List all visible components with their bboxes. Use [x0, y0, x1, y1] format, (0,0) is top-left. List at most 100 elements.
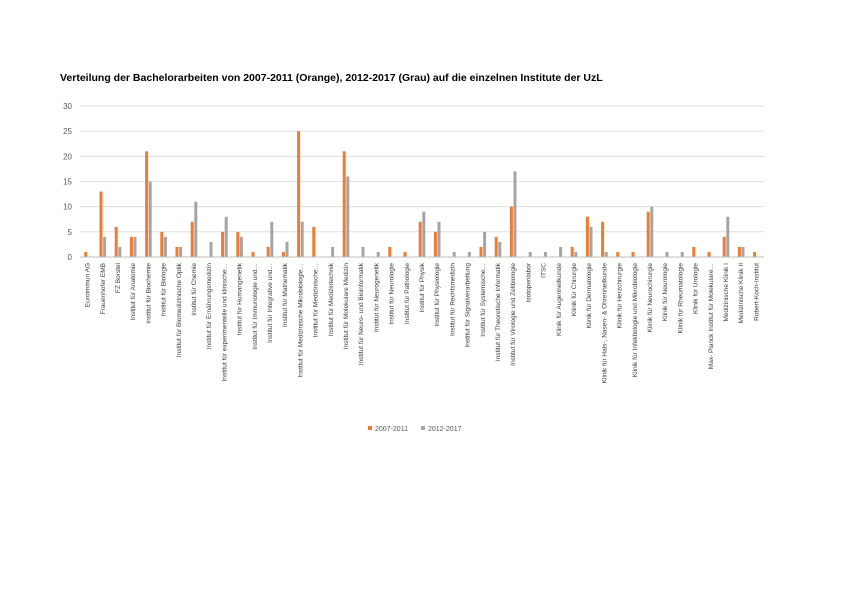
x-tick-label: Isotopenlabor: [525, 262, 532, 302]
x-tick-label: Institut für Medizinische Mikrobiologie…: [297, 263, 304, 378]
legend-swatch: [368, 426, 372, 430]
bars: [84, 131, 757, 257]
bar-2012-2017: [680, 251, 684, 257]
x-tick-label: Institut für Rechtsmedizin: [449, 263, 456, 336]
bar-2012-2017: [422, 211, 426, 257]
x-tick-label: Institut für Physik: [419, 262, 426, 312]
bar-2012-2017: [103, 236, 107, 257]
x-tick-label: Institut für Signalverarbeitung: [465, 263, 472, 348]
bar-2007-2011: [570, 246, 574, 257]
x-tick-label: Institut für Theoretische Informatik: [495, 262, 502, 361]
x-tick-label: Institut für Biochemie: [145, 263, 152, 324]
bar-2007-2011: [129, 236, 133, 257]
bar-2007-2011: [388, 246, 392, 257]
x-tick-label: Institut für Virologie und Zellbiologie: [510, 263, 517, 366]
x-tick-label: Institut für Pathologie: [404, 263, 411, 324]
bar-2007-2011: [160, 231, 164, 257]
bar-2012-2017: [376, 251, 380, 257]
x-tick-label: Klinik für Augenheilkunde: [556, 263, 563, 336]
bar-2007-2011: [737, 246, 741, 257]
bar-2012-2017: [452, 251, 456, 257]
x-tick-label: Institut für Medizintechnik: [328, 262, 335, 336]
bar-2012-2017: [179, 246, 183, 257]
bar-2012-2017: [224, 216, 228, 257]
x-tick-label: Institut für Integrative und…: [267, 263, 274, 343]
bar-2012-2017: [741, 246, 745, 257]
bar-2012-2017: [543, 251, 547, 257]
bar-2012-2017: [133, 236, 137, 257]
bar-2012-2017: [437, 221, 441, 257]
bar-2012-2017: [148, 181, 152, 257]
bar-2012-2017: [726, 216, 730, 257]
x-tick-label: Institut für Biomedizinische Optik: [176, 262, 183, 357]
bar-2012-2017: [574, 251, 578, 257]
bar-2012-2017: [239, 236, 243, 257]
bar-2007-2011: [479, 246, 483, 257]
bar-2012-2017: [650, 206, 654, 257]
x-tick-label: Institut für Mathematik: [282, 262, 289, 327]
x-axis-ticks: Euroimmun AG Frauenhofer EMB FZ Borstel Ins…: [85, 262, 761, 383]
bar-2007-2011: [722, 236, 726, 257]
x-tick-label: Euroimmun AG: [85, 263, 92, 307]
bar-2012-2017: [498, 241, 502, 257]
x-tick-label: Medizinische Klinik II: [738, 263, 745, 324]
legend: 2007-2011 2012-2017: [368, 426, 462, 433]
bar-2007-2011: [114, 226, 118, 257]
bar-2007-2011: [251, 251, 255, 257]
y-tick-label: 30: [63, 102, 72, 111]
bar-2012-2017: [331, 246, 335, 257]
bar-2007-2011: [403, 251, 407, 257]
x-tick-label: Institut für Anatomie: [130, 263, 137, 321]
bar-2007-2011: [631, 251, 635, 257]
x-tick-label: Institut für Neurogenetik: [373, 262, 380, 332]
x-tick-label: Institut für Immunologie und…: [252, 263, 259, 350]
bar-2012-2017: [589, 226, 593, 257]
y-tick-label: 10: [63, 203, 72, 212]
y-tick-label: 20: [63, 152, 72, 161]
chart-title: Verteilung der Bachelorarbeiten von 2007…: [60, 72, 603, 84]
legend-swatch: [421, 426, 425, 430]
bar-2007-2011: [753, 251, 757, 257]
x-tick-label: Institut für Medizinische…: [313, 263, 320, 337]
x-tick-label: Klinik für Neurologie: [662, 263, 669, 322]
x-tick-label: Klinik für Dermatologie: [586, 263, 593, 329]
bar-2012-2017: [270, 221, 274, 257]
bar-2012-2017: [163, 236, 167, 257]
bar-2007-2011: [175, 246, 179, 257]
bar-2007-2011: [297, 131, 301, 257]
y-tick-label: 15: [63, 178, 72, 187]
bar-2012-2017: [604, 251, 608, 257]
x-tick-label: Institut für Ernährungsmedizin: [206, 263, 213, 350]
bar-2012-2017: [194, 201, 198, 257]
bar-2007-2011: [433, 231, 437, 257]
legend-label: 2007-2011: [375, 426, 408, 433]
bar-2012-2017: [346, 176, 350, 257]
bar-2012-2017: [285, 241, 289, 257]
gridlines: [80, 105, 764, 233]
y-axis-ticks: 0 5 10 15 20 25 30: [63, 102, 72, 262]
bar-2007-2011: [494, 236, 498, 257]
bar-2007-2011: [585, 216, 589, 257]
x-tick-label: Institut für Biologie: [161, 263, 168, 317]
bar-2007-2011: [312, 226, 316, 257]
bar-2007-2011: [236, 231, 240, 257]
y-tick-label: 25: [63, 127, 72, 136]
bar-2012-2017: [209, 241, 213, 257]
x-tick-label: Klinik für Chirurgie: [571, 263, 578, 316]
bar-2012-2017: [467, 251, 471, 257]
x-tick-label: Institut für Systemische…: [480, 263, 487, 337]
bar-2007-2011: [342, 151, 346, 257]
x-tick-label: Klinik für Urologie: [693, 263, 700, 314]
x-tick-label: Medizinische Klinik I: [723, 263, 730, 322]
bar-2012-2017: [665, 251, 669, 257]
bar-2012-2017: [300, 221, 304, 257]
bar-2012-2017: [528, 251, 532, 257]
bar-2007-2011: [646, 211, 650, 257]
bar-2007-2011: [221, 231, 225, 257]
x-tick-label: Klinik für Rheumatologie: [677, 263, 684, 334]
legend-label: 2012-2017: [428, 426, 462, 433]
bar-2007-2011: [190, 221, 194, 257]
bar-2007-2011: [601, 221, 605, 257]
bar-2007-2011: [145, 151, 149, 257]
bar-2012-2017: [118, 246, 122, 257]
